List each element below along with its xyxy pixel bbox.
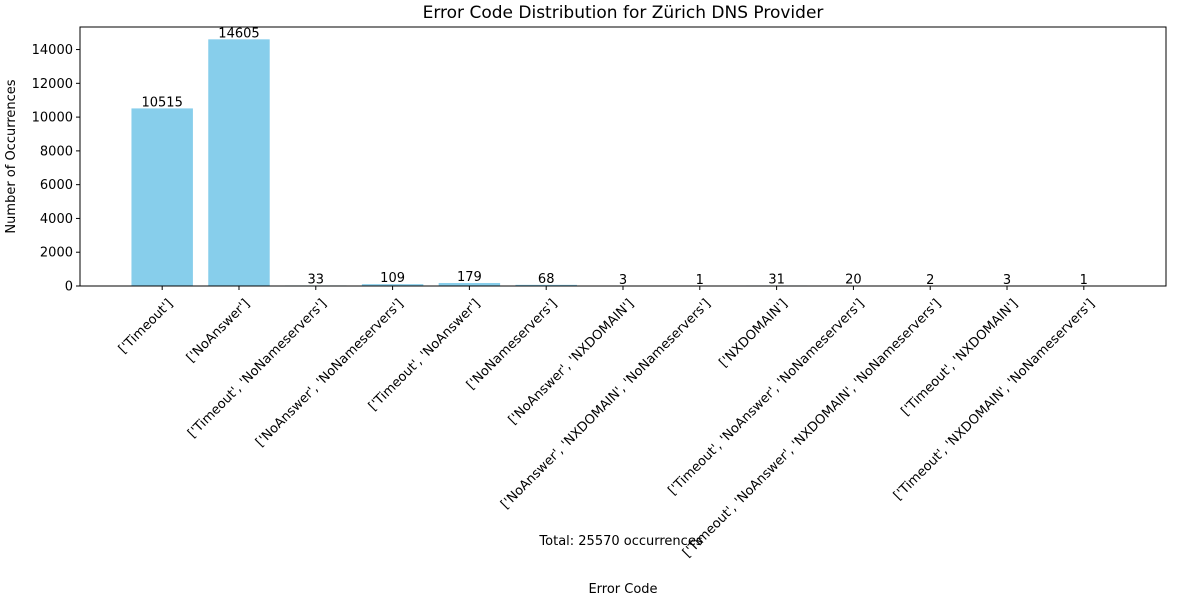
bar-0	[131, 108, 193, 286]
bar-value-label-9: 20	[845, 273, 862, 288]
bar-value-label-10: 2	[926, 273, 934, 288]
bar-5	[515, 284, 577, 286]
y-tick-label-2: 4000	[40, 212, 73, 227]
x-tick-label-0: ['Timeout']	[116, 296, 176, 356]
plot-frame	[79, 26, 1167, 287]
y-tick-label-1: 2000	[40, 246, 73, 261]
bar-4	[438, 282, 501, 286]
y-tick-label-7: 14000	[32, 43, 73, 58]
bar-value-label-2: 33	[308, 272, 325, 287]
y-tick-label-5: 10000	[32, 111, 73, 126]
total-annotation: Total: 25570 occurrences	[538, 534, 702, 549]
bar-value-label-0: 10515	[141, 95, 182, 110]
x-axis-ticks: ['Timeout'] ['NoAnswer']['Timeout', 'NoNa…	[116, 286, 1098, 561]
x-tick-label-3: ['NoAnswer', 'NoNameservers']	[253, 296, 407, 450]
bar-value-label-11: 3	[1003, 273, 1011, 288]
x-tick-label-8: ['NXDOMAIN']	[717, 296, 791, 370]
bar-value-label-8: 31	[768, 272, 785, 287]
bar-3	[361, 284, 424, 286]
y-axis-ticks: 0 2000 4000 6000 8000 10000 12000 14000	[32, 43, 80, 295]
bar-value-label-1: 14605	[218, 26, 259, 41]
y-tick-label-0: 0	[65, 280, 73, 295]
bars-group	[131, 39, 1115, 286]
x-axis-label: Error Code	[588, 582, 657, 597]
x-tick-label-2: ['Timeout', 'NoNameservers']	[185, 296, 330, 441]
y-axis-label: Number of Occurrences	[4, 79, 19, 233]
y-tick-label-4: 8000	[40, 144, 73, 159]
bar-value-label-6: 3	[619, 273, 627, 288]
y-tick-label-6: 12000	[32, 77, 73, 92]
chart-title: Error Code Distribution for Zürich DNS P…	[423, 3, 824, 23]
bar-1	[208, 39, 270, 286]
x-tick-label-1: ['NoAnswer']	[184, 296, 253, 365]
y-tick-label-3: 6000	[40, 178, 73, 193]
x-tick-label-10: ['Timeout', 'NoAnswer', 'NXDOMAIN', 'NoN…	[680, 296, 944, 560]
x-tick-label-6: ['NoAnswer', 'NXDOMAIN']	[506, 296, 637, 427]
bar-value-label-3: 109	[380, 271, 405, 286]
bar-value-label-4: 179	[457, 270, 482, 285]
bar-value-label-5: 68	[538, 272, 555, 287]
bar-value-label-12: 1	[1080, 273, 1088, 288]
bar-value-label-7: 1	[696, 273, 704, 288]
